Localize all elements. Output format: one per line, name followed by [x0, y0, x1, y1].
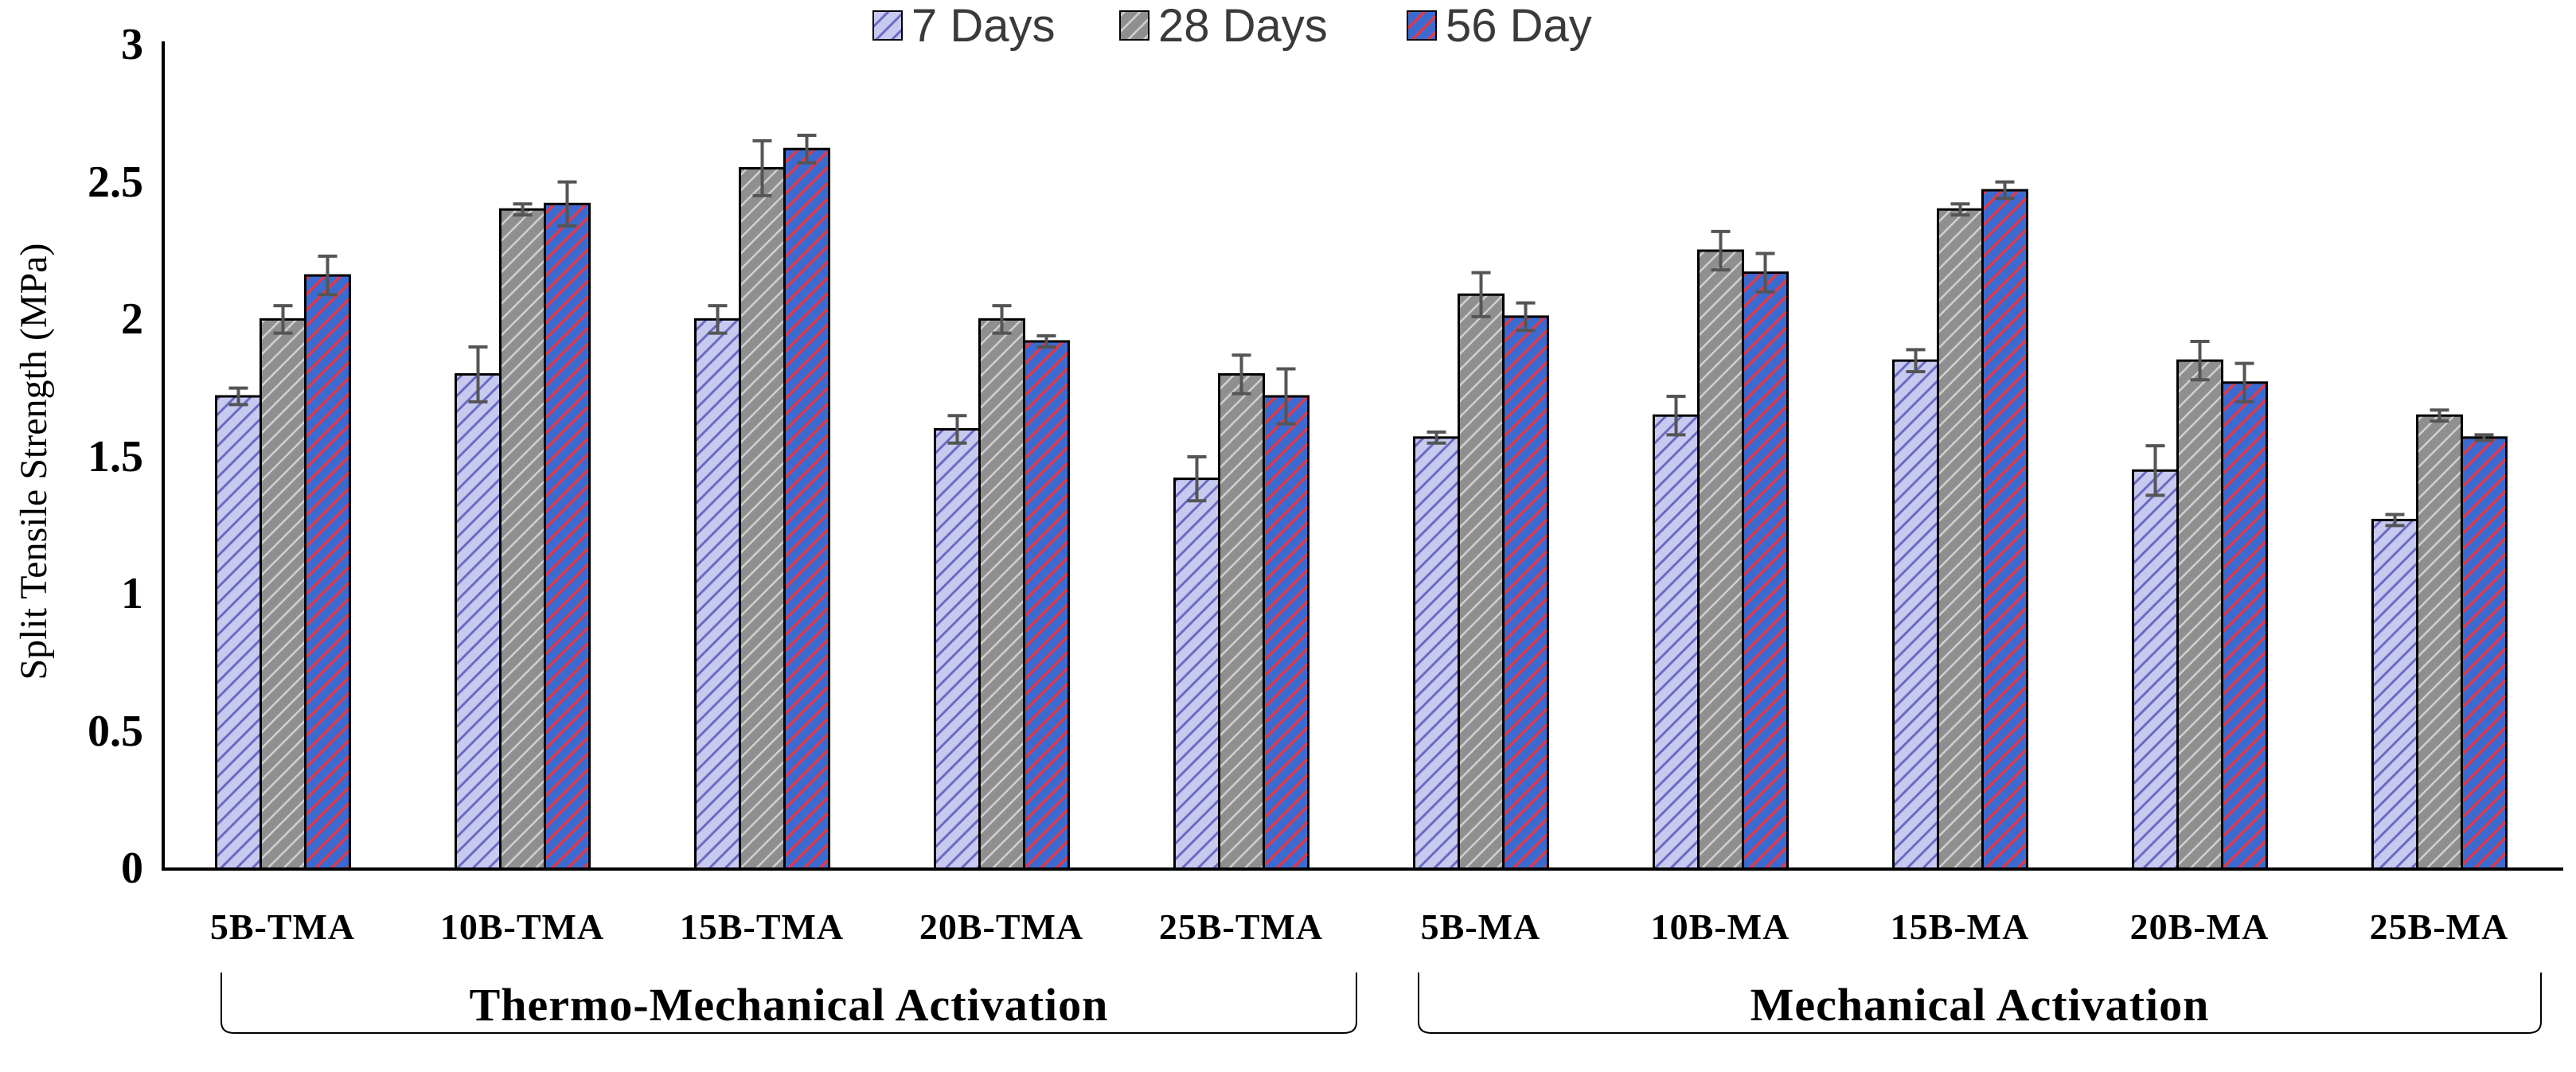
y-tick-label: 2 — [121, 294, 143, 344]
bar-25b-tma-28-days — [1218, 372, 1265, 871]
error-bar-10b-tma-7-days — [468, 345, 488, 403]
bar-5b-tma-28-days — [260, 318, 306, 871]
x-tick-label: 10B-TMA — [440, 906, 604, 947]
x-tick-label: 15B-MA — [1891, 906, 2030, 947]
y-tick-label: 0.5 — [88, 707, 143, 756]
x-tick-label: 5B-MA — [1421, 906, 1541, 947]
legend-label-28-days: 28 Days — [1158, 0, 1328, 52]
x-tick-label: 15B-TMA — [680, 906, 844, 947]
bar-20b-tma-28-days — [978, 318, 1025, 871]
bar-5b-tma-56-day — [304, 274, 351, 871]
error-bar-20b-ma-56-day — [2234, 361, 2254, 403]
x-tick-label: 25B-MA — [2370, 906, 2509, 947]
legend-item-56-day: 56 Day — [1407, 0, 1592, 52]
bar-10b-tma-28-days — [499, 208, 546, 871]
bar-10b-ma-28-days — [1697, 249, 1744, 871]
group-label: Thermo-Mechanical Activation — [470, 979, 1109, 1031]
group-mechanical: Mechanical Activation — [1418, 973, 2542, 1034]
y-tick-label: 0 — [121, 844, 143, 893]
bar-15b-tma-7-days — [694, 318, 741, 871]
error-bar-15b-tma-7-days — [708, 304, 728, 335]
bar-20b-ma-7-days — [2132, 469, 2179, 871]
error-bar-20b-ma-28-days — [2190, 339, 2210, 382]
x-tick-label: 20B-TMA — [919, 906, 1083, 947]
bar-25b-tma-7-days — [1173, 478, 1220, 871]
bar-15b-ma-56-day — [1981, 189, 2028, 871]
y-tick-label: 3 — [121, 20, 143, 69]
error-bar-5b-tma-7-days — [228, 386, 248, 407]
group-bracket — [221, 973, 1357, 1034]
bar-20b-ma-28-days — [2176, 359, 2223, 871]
bar-25b-ma-28-days — [2416, 414, 2463, 871]
legend-item-28-days: 28 Days — [1119, 0, 1328, 52]
bar-25b-ma-56-day — [2461, 436, 2508, 871]
error-bar-25b-tma-56-day — [1276, 367, 1296, 426]
error-bar-10b-tma-28-days — [513, 202, 533, 217]
error-bar-10b-ma-7-days — [1666, 395, 1686, 437]
bar-10b-ma-56-day — [1742, 271, 1789, 871]
bar-25b-tma-56-day — [1263, 395, 1309, 871]
error-bar-20b-tma-7-days — [947, 414, 967, 445]
error-bar-25b-ma-56-day — [2474, 433, 2494, 442]
legend-swatch-7-days — [872, 10, 903, 41]
error-bar-20b-ma-7-days — [2145, 444, 2165, 497]
bar-10b-tma-7-days — [455, 372, 502, 871]
legend-label-56-day: 56 Day — [1446, 0, 1592, 52]
x-tick-label: 10B-MA — [1651, 906, 1790, 947]
bar-15b-ma-7-days — [1892, 359, 1939, 871]
bar-15b-tma-56-day — [783, 147, 830, 871]
x-tick-label: 5B-TMA — [210, 906, 355, 947]
y-tick-label: 2.5 — [88, 158, 143, 207]
error-bar-15b-ma-28-days — [1950, 202, 1970, 217]
y-tick-labels: 0 0.5 1 1.5 2 2.5 3 — [88, 20, 143, 893]
error-bars — [228, 133, 2494, 528]
bar-5b-ma-56-day — [1502, 315, 1549, 871]
bar-20b-tma-56-day — [1023, 340, 1070, 871]
error-bar-25b-tma-28-days — [1231, 353, 1251, 396]
bar-5b-ma-28-days — [1458, 293, 1505, 871]
group-label: Mechanical Activation — [1751, 979, 2210, 1031]
error-bar-25b-ma-7-days — [2385, 513, 2405, 528]
error-bar-5b-ma-56-day — [1516, 301, 1536, 333]
legend-item-7-days: 7 Days — [872, 0, 1056, 52]
error-bar-5b-tma-28-days — [273, 304, 293, 335]
bar-20b-tma-7-days — [934, 427, 981, 871]
group-thermo-mechanical: Thermo-Mechanical Activation — [221, 973, 1357, 1034]
error-bar-15b-tma-56-day — [797, 133, 817, 165]
group-bracket — [1418, 973, 2542, 1034]
error-bar-5b-ma-28-days — [1471, 271, 1491, 318]
error-bar-15b-tma-28-days — [752, 138, 772, 197]
legend: 7 Days 28 Days 56 Day — [872, 0, 1592, 52]
x-tick-labels: 5B-TMA 10B-TMA 15B-TMA 20B-TMA 25B-TMA 5… — [210, 906, 2508, 947]
legend-swatch-56-day — [1407, 10, 1437, 41]
error-bar-10b-ma-28-days — [1711, 229, 1731, 272]
legend-label-7-days: 7 Days — [911, 0, 1056, 52]
bar-5b-tma-7-days — [215, 395, 262, 871]
y-tick-label: 1.5 — [88, 432, 143, 481]
bar-25b-ma-7-days — [2371, 518, 2418, 871]
error-bar-25b-ma-28-days — [2430, 408, 2449, 423]
error-bar-15b-ma-7-days — [1906, 348, 1926, 373]
error-bar-15b-ma-56-day — [1995, 180, 2015, 201]
y-axis-label: Split Tensile Strength (MPa) — [13, 243, 55, 680]
bars — [215, 147, 2508, 871]
bar-15b-tma-28-days — [739, 166, 786, 871]
x-tick-label: 20B-MA — [2130, 906, 2270, 947]
legend-swatch-28-days — [1119, 10, 1149, 41]
x-tick-label: 25B-TMA — [1159, 906, 1323, 947]
bar-20b-ma-56-day — [2221, 381, 2268, 871]
bar-10b-tma-56-day — [544, 202, 591, 871]
bar-15b-ma-28-days — [1937, 208, 1984, 871]
error-bar-20b-tma-56-day — [1036, 334, 1056, 349]
error-bar-25b-tma-7-days — [1187, 455, 1207, 503]
error-bar-10b-tma-56-day — [557, 180, 577, 228]
y-tick-label: 1 — [121, 569, 143, 618]
error-bar-5b-tma-56-day — [318, 254, 338, 297]
error-bar-5b-ma-7-days — [1427, 430, 1446, 445]
bar-10b-ma-7-days — [1653, 414, 1700, 871]
error-bar-20b-tma-28-days — [992, 304, 1012, 335]
bar-5b-ma-7-days — [1413, 436, 1460, 871]
error-bar-10b-ma-56-day — [1755, 251, 1775, 294]
